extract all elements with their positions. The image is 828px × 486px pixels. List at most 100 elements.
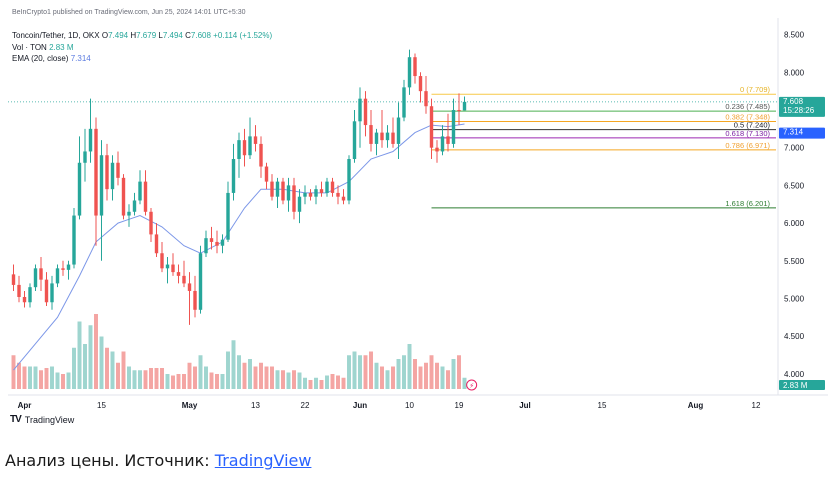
candle-body [275,181,280,197]
volume-bar [457,355,461,389]
x-tick-label: 13 [251,401,260,410]
last-price-tag-text: 7.608 [783,97,804,106]
candle-body [242,140,247,156]
x-tick-label: 15 [97,401,106,410]
candle-body [435,147,439,152]
x-tick-label: Apr [18,401,32,410]
candle-body [77,162,82,216]
volume-bar [160,368,164,389]
candle-body [198,253,203,310]
candle-body [446,136,450,144]
publisher-watermark: BeInCrypto1 published on TradingView.com… [12,9,246,16]
candle-body [94,128,98,216]
x-tick-label: May [182,401,198,410]
candle-body [292,185,296,212]
volume-bar [275,370,280,389]
figure-caption: Анализ цены. Источник: TradingView [5,451,311,470]
caption-text: Анализ цены. Источник: [5,451,215,470]
candle-body [116,162,120,178]
volume-bar [451,359,456,389]
volume-tag-text: 2.83 M [783,381,808,390]
x-tick-label: 22 [301,401,310,410]
volume-bar [198,355,203,389]
volume-bar [72,347,76,389]
volume-bar [446,370,450,389]
ema-line [13,123,465,371]
volume-bar [319,380,324,389]
candle-body [209,238,214,242]
fib-level-label: 0.5 (7.240) [734,121,771,130]
candle-body [429,106,434,148]
volume-bar [308,380,313,389]
candle-body [127,211,131,216]
volume-bar [242,362,247,389]
volume-bar [231,340,236,389]
legend-ema-label: EMA (20, close) [12,54,69,63]
volume-bar [127,366,131,389]
volume-bar [330,374,335,389]
volume-bar [418,366,423,389]
caption-source-link[interactable]: TradingView [214,451,312,470]
fib-level-label: 0.618 (7.130) [725,129,770,138]
candle-body [314,189,318,197]
candle-body [281,181,285,201]
volume-bar [99,336,104,389]
y-tick-label: 5.500 [784,257,805,266]
ema-price-tag-bg [779,127,825,139]
price-chart[interactable]: 4.0004.5005.0005.5006.0006.5007.0007.500… [0,0,828,440]
candle-body [182,275,186,284]
volume-bar [61,374,65,389]
y-tick-label: 4.000 [784,370,805,379]
legend-ohlc-h-label: H [130,31,137,40]
candle-body [176,272,181,276]
candle-body [418,76,423,92]
legend-low: 7.494 [162,31,183,40]
candle-body [253,136,258,144]
volume-bar [440,366,445,389]
candle-body [50,283,54,303]
legend-volume-label: Vol · TON [12,43,47,52]
candle-body [105,155,109,190]
volume-bar [424,362,428,389]
volume-bar [165,374,170,389]
volume-bar [215,374,219,389]
x-tick-label: Jun [353,401,367,410]
legend-high: 7.679 [136,31,157,40]
candle-body [149,211,153,235]
candle-body [204,238,208,254]
candle-body [17,284,21,297]
candle-body [88,128,93,152]
x-tick-label: 15 [598,401,607,410]
candle-body [11,274,16,285]
candle-body [39,268,43,280]
candle-body [396,117,401,144]
candle-body [138,181,142,201]
tradingview-brand: TradingView [24,414,75,425]
y-tick-label: 8.500 [784,31,805,40]
chart-frame: 4.0004.5005.0005.5006.0006.5007.0007.500… [0,0,828,440]
candle-body [341,196,346,201]
volume-bar [39,370,43,389]
candle-body [336,192,340,197]
y-tick-label: 7.000 [784,144,805,153]
volume-bar [369,351,373,389]
volume-bar [435,362,439,389]
volume-bar [187,362,192,389]
candle-body [220,239,225,246]
volume-bar [94,314,98,389]
candle-body [330,181,335,193]
candle-body [99,155,104,216]
candle-body [303,192,307,197]
candle-body [424,91,428,107]
volume-bar [380,366,384,389]
tradingview-logo[interactable]: TV TradingView [10,414,74,425]
candle-body [143,181,148,212]
candle-body [270,181,274,197]
volume-bar [248,359,252,389]
candle-body [248,136,252,156]
candle-body [171,264,175,273]
candle-body [165,264,170,269]
candle-body [325,181,329,193]
volume-bar [138,370,142,389]
volume-bar [116,362,120,389]
